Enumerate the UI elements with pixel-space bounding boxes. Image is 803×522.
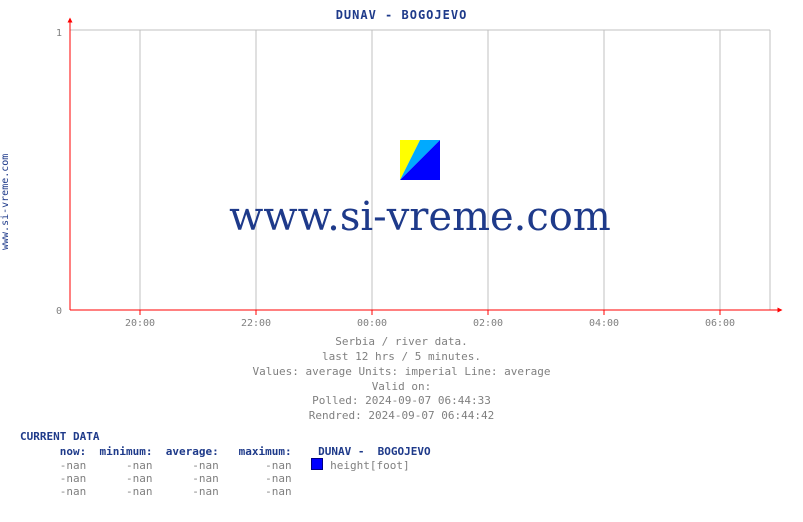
- cell: -nan: [60, 472, 87, 485]
- watermark-logo-icon: [400, 140, 440, 180]
- col-max: maximum:: [239, 445, 292, 458]
- cell: -nan: [192, 472, 219, 485]
- cell: -nan: [60, 459, 87, 472]
- series-swatch-icon: [311, 458, 323, 470]
- meta-line: Serbia / river data.: [0, 335, 803, 350]
- cell: -nan: [126, 472, 153, 485]
- meta-line: last 12 hrs / 5 minutes.: [0, 350, 803, 365]
- xtick-label: 04:00: [589, 318, 619, 329]
- xtick-label: 22:00: [241, 318, 271, 329]
- col-now: now:: [60, 445, 87, 458]
- col-min: minimum:: [100, 445, 153, 458]
- page-root: www.si-vreme.com DUNAV - BOGOJEVO: [0, 0, 803, 522]
- chart-meta-block: Serbia / river data. last 12 hrs / 5 min…: [0, 335, 803, 424]
- xtick-label: 20:00: [125, 318, 155, 329]
- vertical-site-label: www.si-vreme.com: [0, 154, 11, 250]
- meta-line: Polled: 2024-09-07 06:44:33: [0, 394, 803, 409]
- meta-line: Rendred: 2024-09-07 06:44:42: [0, 409, 803, 424]
- meta-line: Values: average Units: imperial Line: av…: [0, 365, 803, 380]
- cell: -nan: [192, 459, 219, 472]
- series-label: DUNAV - BOGOJEVO: [318, 445, 431, 458]
- cell: -nan: [192, 485, 219, 498]
- data-table: now: minimum: average: maximum: DUNAV - …: [20, 445, 431, 498]
- chart-plot-area: www.si-vreme.com 0 1 20:00 22:00: [70, 30, 770, 310]
- cell: -nan: [60, 485, 87, 498]
- xtick-label: 02:00: [473, 318, 503, 329]
- xtick-label: 00:00: [357, 318, 387, 329]
- chart-svg: www.si-vreme.com 0 1 20:00 22:00: [70, 30, 770, 310]
- chart-title: DUNAV - BOGOJEVO: [0, 8, 803, 22]
- meta-line: Valid on:: [0, 380, 803, 395]
- cell: -nan: [265, 459, 292, 472]
- current-data-heading: CURRENT DATA: [20, 430, 99, 443]
- ytick-label: 1: [56, 28, 62, 39]
- xtick-label: 06:00: [705, 318, 735, 329]
- cell: -nan: [265, 472, 292, 485]
- cell: -nan: [126, 485, 153, 498]
- cell: -nan: [265, 485, 292, 498]
- col-avg: average:: [166, 445, 219, 458]
- cell: -nan: [126, 459, 153, 472]
- row-label: height[foot]: [330, 459, 409, 472]
- watermark-text: www.si-vreme.com: [229, 194, 611, 240]
- ytick-label: 0: [56, 306, 62, 317]
